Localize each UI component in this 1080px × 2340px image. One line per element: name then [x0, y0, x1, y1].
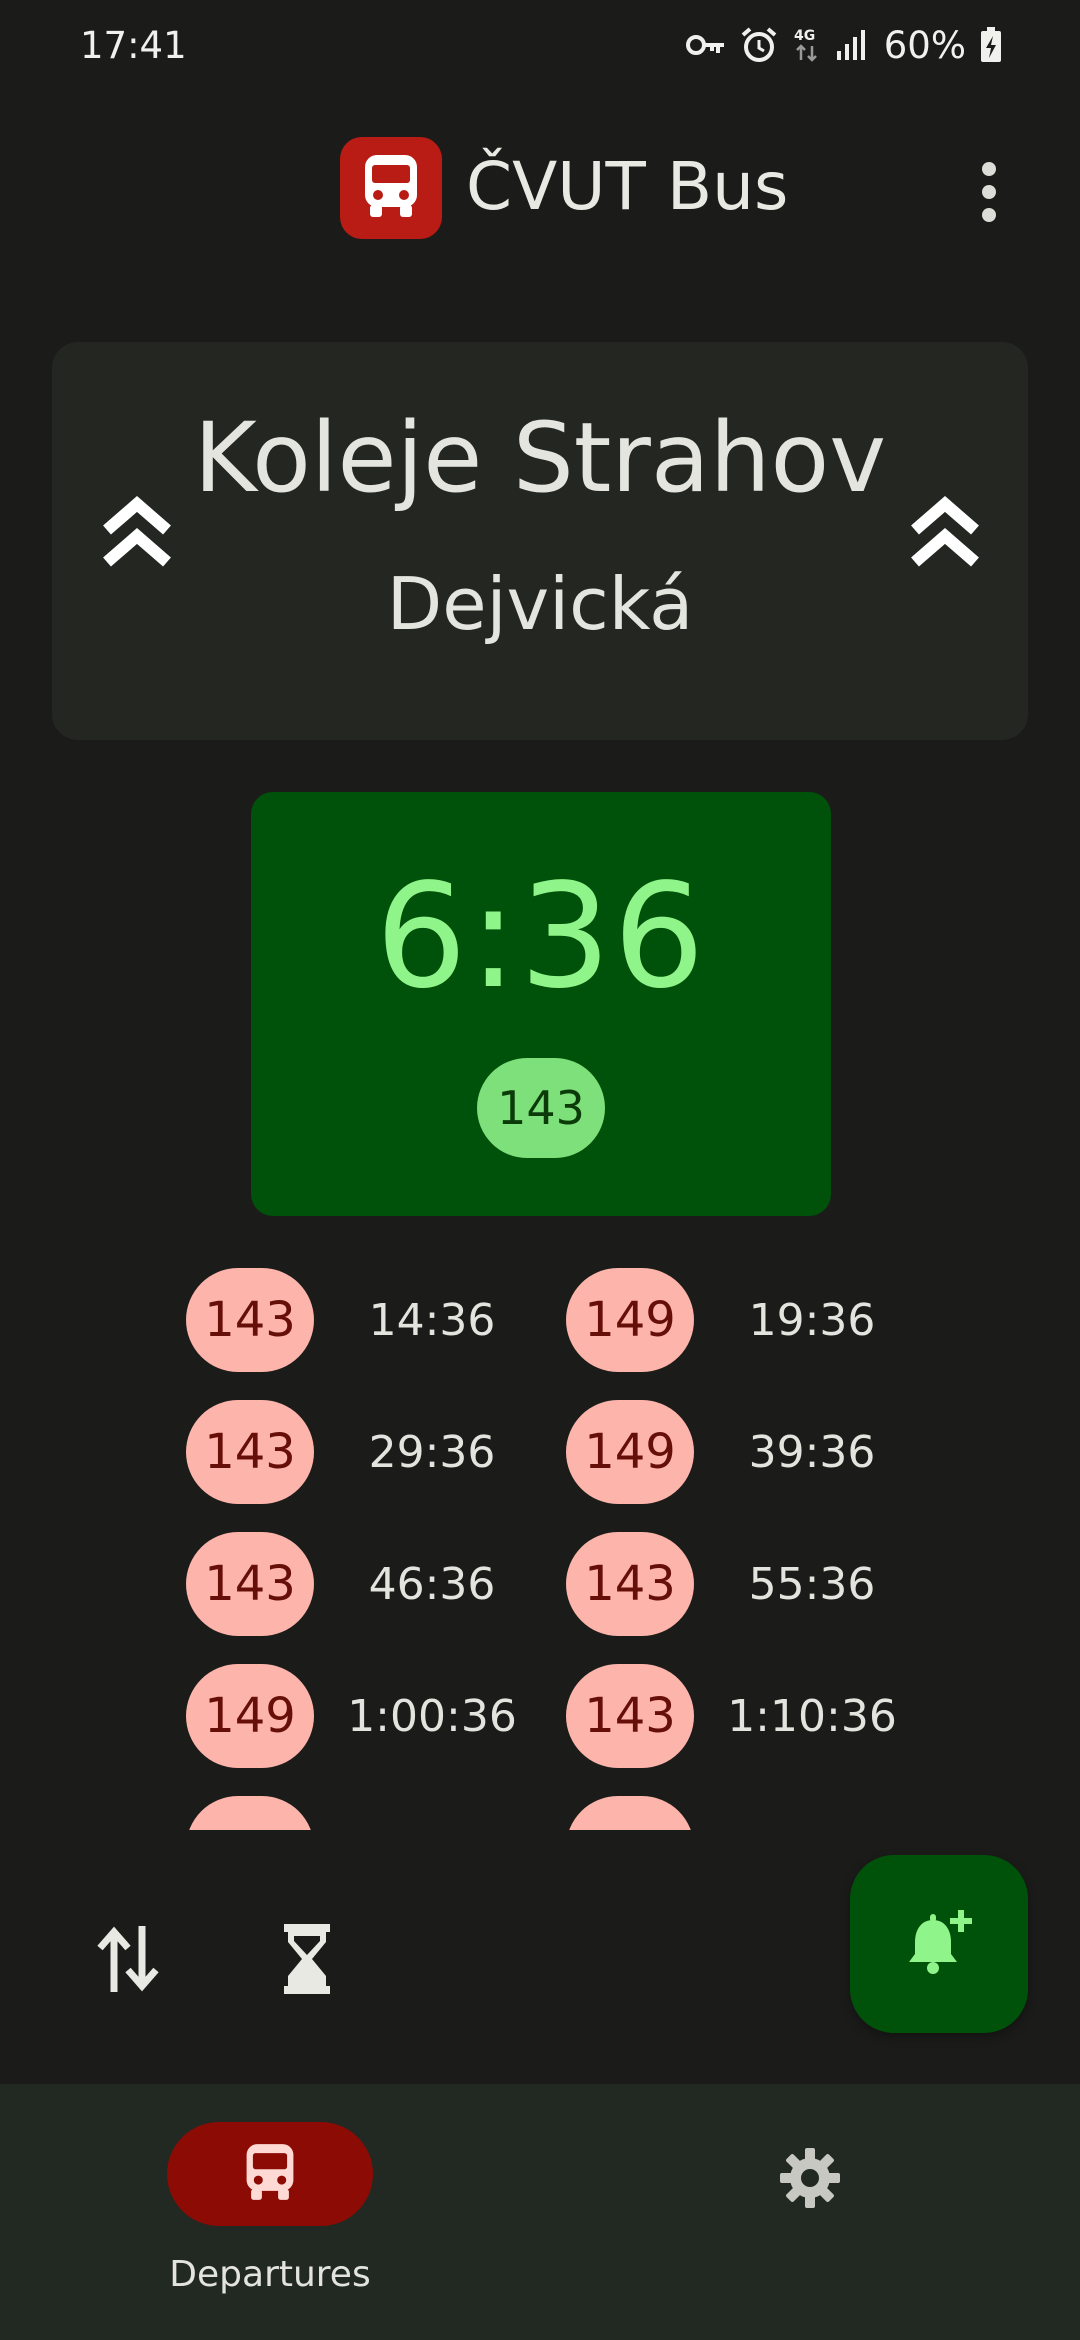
line-badge: 143	[566, 1532, 694, 1636]
bus-icon	[243, 2142, 297, 2206]
line-badge	[186, 1796, 314, 1830]
hourglass-icon[interactable]	[282, 1922, 332, 1996]
next-departure-line-badge: 143	[477, 1058, 605, 1158]
line-badge: 143	[186, 1268, 314, 1372]
nav-item-departures[interactable]	[167, 2122, 373, 2226]
status-icons: 4G 60%	[685, 23, 1002, 67]
nav-item-label[interactable]: Departures	[169, 2254, 371, 2295]
battery-charging-icon	[980, 27, 1002, 63]
bell-plus-icon	[903, 1906, 975, 1982]
line-badge: 149	[186, 1664, 314, 1768]
add-alarm-button[interactable]	[850, 1855, 1028, 2033]
origin-stop: Koleje Strahov	[193, 402, 887, 514]
departure-time: 29:36	[368, 1426, 496, 1478]
departure-time: 1:10:36	[727, 1690, 897, 1742]
svg-text:4G: 4G	[794, 28, 815, 44]
bottom-navigation: Departures	[0, 2084, 1080, 2340]
signal-icon	[836, 29, 866, 61]
departures-list[interactable]: 143 14:36 149 19:36 143 29:36 149 39:36 …	[0, 1262, 1080, 1830]
network-4g-icon: 4G	[792, 26, 822, 64]
app-logo	[340, 137, 442, 239]
nav-item-settings[interactable]	[770, 2140, 850, 2220]
swap-vert-icon[interactable]	[94, 1922, 162, 1996]
line-badge: 143	[186, 1532, 314, 1636]
departure-time: 1:00:36	[347, 1690, 517, 1742]
departure-time: 14:36	[368, 1294, 496, 1346]
line-badge: 143	[566, 1664, 694, 1768]
departure-time: 19:36	[748, 1294, 876, 1346]
more-vert-icon[interactable]	[964, 152, 1014, 232]
departure-time	[314, 1796, 550, 1830]
departure-time: 46:36	[368, 1558, 496, 1610]
line-badge: 149	[566, 1268, 694, 1372]
direction-card[interactable]: Koleje Strahov Dejvická	[52, 342, 1028, 740]
alarm-icon	[740, 26, 778, 64]
departure-time	[694, 1796, 930, 1830]
app-title: ČVUT Bus	[466, 148, 789, 225]
line-badge	[566, 1796, 694, 1830]
double-chevron-up-icon[interactable]	[910, 492, 980, 572]
line-badge: 149	[566, 1400, 694, 1504]
app-bar: ČVUT Bus	[0, 130, 1080, 250]
next-departure-card: 6:36 143	[251, 792, 831, 1216]
double-chevron-up-icon[interactable]	[102, 492, 172, 572]
battery-percentage: 60%	[883, 23, 966, 67]
gear-icon	[778, 2146, 842, 2214]
status-bar: 17:41 4G	[0, 0, 1080, 90]
next-departure-countdown: 6:36	[375, 852, 707, 1020]
line-badge: 143	[186, 1400, 314, 1504]
departure-time: 55:36	[748, 1558, 876, 1610]
bus-icon	[361, 153, 421, 223]
destination-stop: Dejvická	[386, 562, 694, 646]
status-time: 17:41	[80, 23, 187, 67]
departure-time: 39:36	[748, 1426, 876, 1478]
vpn-key-icon	[685, 32, 726, 58]
